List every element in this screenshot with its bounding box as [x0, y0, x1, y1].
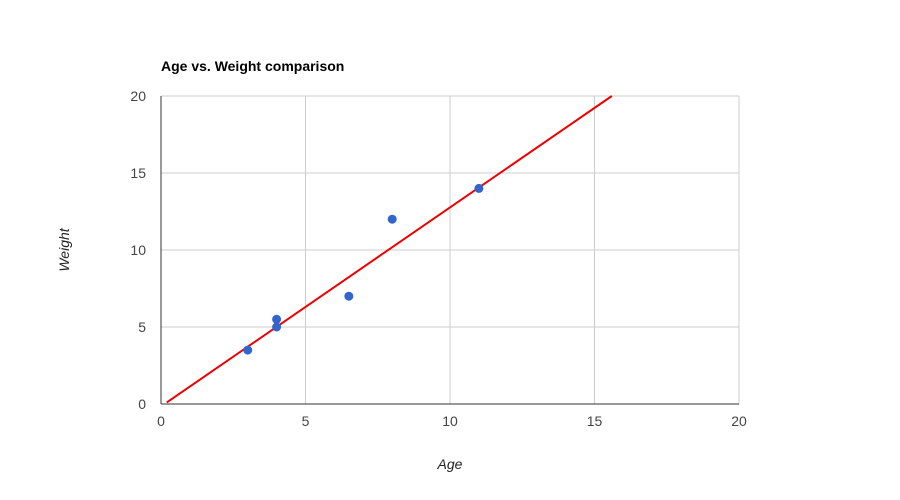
- trendline-layer: [166, 95, 613, 404]
- data-point[interactable]: [272, 322, 282, 332]
- x-tick-label: 5: [302, 413, 310, 429]
- x-axis-ticks: 0 5 10 15 20: [157, 413, 747, 429]
- axes: [160, 96, 739, 405]
- y-tick-label: 20: [130, 88, 146, 104]
- x-tick-label: 15: [587, 413, 603, 429]
- x-axis-title: Age: [437, 456, 463, 472]
- x-tick-label: 10: [442, 413, 458, 429]
- gridlines: [161, 95, 740, 404]
- data-point[interactable]: [474, 183, 484, 193]
- data-point[interactable]: [344, 291, 354, 301]
- chart-title: Age vs. Weight comparison: [161, 58, 344, 74]
- y-tick-label: 10: [130, 242, 146, 258]
- trendline: [166, 95, 613, 404]
- y-tick-label: 15: [130, 165, 146, 181]
- data-points: [243, 183, 484, 355]
- data-point[interactable]: [387, 214, 397, 224]
- x-tick-label: 0: [157, 413, 165, 429]
- data-point[interactable]: [243, 345, 253, 355]
- y-axis-ticks: 0 5 10 15 20: [130, 88, 146, 412]
- x-tick-label: 20: [731, 413, 747, 429]
- data-point[interactable]: [272, 314, 282, 324]
- y-tick-label: 5: [138, 319, 146, 335]
- y-axis-title: Weight: [56, 227, 72, 271]
- y-tick-label: 0: [138, 396, 146, 412]
